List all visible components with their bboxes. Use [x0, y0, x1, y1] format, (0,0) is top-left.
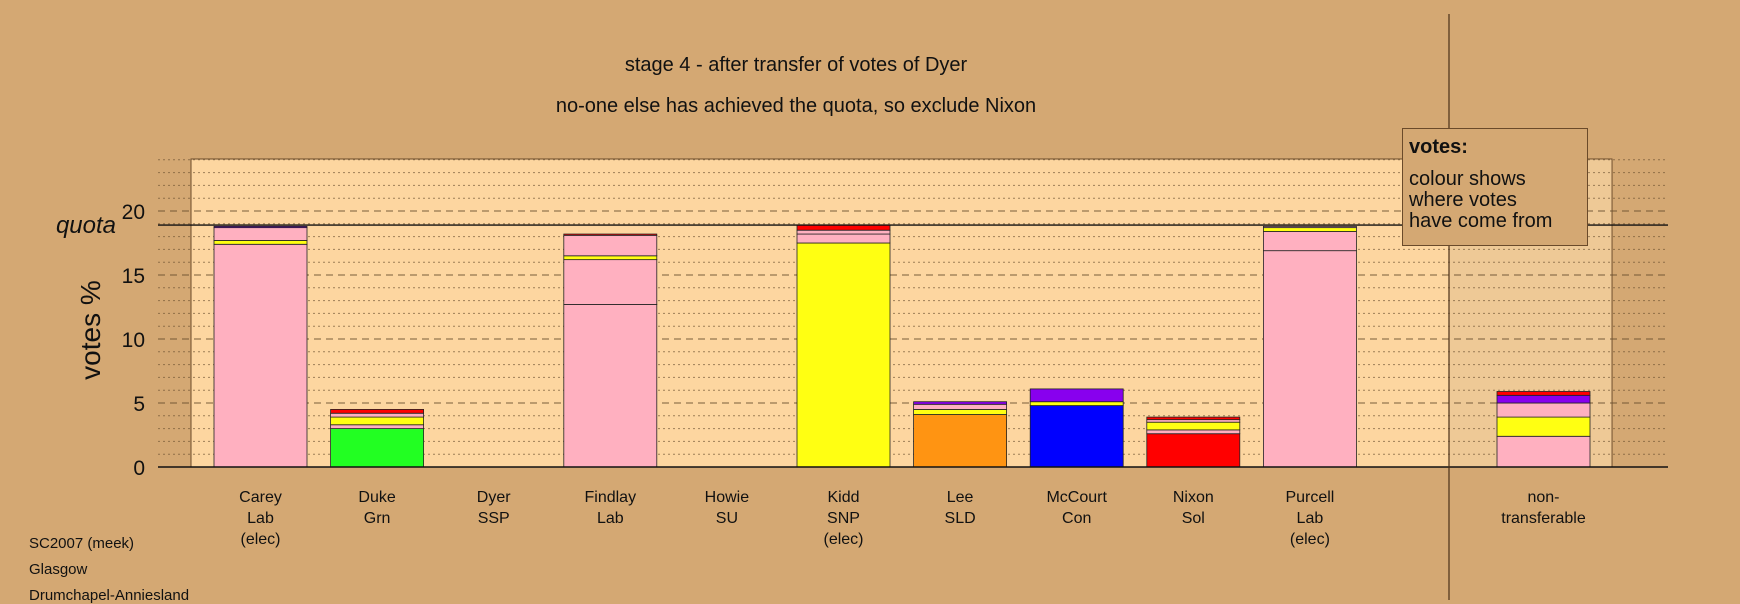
bar-segment: [330, 408, 425, 414]
bar-segment: [1496, 394, 1591, 404]
category-label: (elec): [823, 531, 863, 548]
bar-segment: [563, 234, 658, 257]
bar-segment: [796, 233, 891, 244]
category-label: Nixon: [1173, 489, 1214, 506]
bar-segment: [796, 242, 891, 468]
category-label: transferable: [1501, 510, 1586, 527]
bar-segment: [330, 424, 425, 430]
bar-segment: [1146, 416, 1241, 421]
category-label: Sol: [1182, 510, 1205, 527]
y-tick-label: 20: [122, 201, 145, 224]
footer-election: SC2007 (meek): [29, 535, 135, 552]
bar-segment: [796, 224, 891, 231]
bar-segment: [1146, 429, 1241, 435]
footer-ward: Drumchapel-Anniesland: [29, 587, 190, 604]
legend-title: votes:: [1409, 136, 1468, 158]
bar-segment: [330, 428, 425, 468]
category-label: Lee: [947, 489, 974, 506]
category-label: Carey: [239, 489, 282, 506]
category-label: McCourt: [1046, 489, 1107, 506]
y-axis-label: votes %: [75, 280, 106, 380]
bar-segment: [913, 403, 1007, 410]
legend-text: colour shows where votes have come from: [1409, 168, 1553, 232]
bar-segment: [330, 412, 425, 418]
category-label: Lab: [597, 510, 624, 527]
bar-segment: [1496, 391, 1591, 396]
category-label: Duke: [358, 489, 395, 506]
category-label: non-: [1527, 489, 1559, 506]
category-label: Howie: [705, 489, 750, 506]
bar-segment: [1496, 416, 1591, 437]
plot-area: [190, 158, 1613, 468]
y-tick-label: 10: [122, 329, 145, 352]
bar-segment: [1263, 250, 1357, 468]
bar-segment: [1029, 388, 1124, 403]
category-label: SLD: [945, 510, 976, 527]
bar-segment: [1146, 421, 1241, 431]
bar-segment: [213, 227, 308, 241]
category-label: Grn: [364, 510, 391, 527]
bar-segment: [563, 304, 658, 468]
bar-segment: [1263, 231, 1357, 252]
category-label: Dyer: [477, 489, 511, 506]
category-label: Kidd: [827, 489, 859, 506]
category-label: SU: [716, 510, 738, 527]
y-tick-label: 5: [133, 393, 145, 416]
category-label: (elec): [240, 531, 280, 548]
category-label: SNP: [827, 510, 860, 527]
bar-segment: [1263, 225, 1357, 229]
y-tick-label: 0: [133, 457, 145, 480]
chart-title: stage 4 - after transfer of votes of Dye…: [624, 54, 968, 76]
bar-segment: [563, 233, 658, 236]
bar-segment: [913, 408, 1007, 415]
bar-segment: [563, 255, 658, 261]
bar-segment: [913, 401, 1007, 405]
quota-label: quota: [56, 212, 116, 239]
category-label: (elec): [1290, 531, 1330, 548]
bar-segment: [1029, 401, 1124, 406]
category-label: Con: [1062, 510, 1091, 527]
bar-segment: [796, 229, 891, 235]
bar-segment: [913, 414, 1007, 468]
bar-segment: [1146, 433, 1241, 468]
footer-council: Glasgow: [29, 561, 88, 578]
bar-segment: [1029, 405, 1124, 468]
bar-segment: [213, 240, 308, 245]
bar-segment: [1263, 227, 1357, 232]
bar-segment: [1496, 435, 1591, 468]
bar-segment: [213, 243, 308, 468]
y-tick-label: 15: [122, 265, 145, 288]
category-label: Purcell: [1285, 489, 1334, 506]
category-label: Findlay: [585, 489, 637, 506]
chart-subtitle: no-one else has achieved the quota, so e…: [555, 95, 1037, 117]
category-label: Lab: [247, 510, 274, 527]
bar-segment: [213, 225, 308, 229]
bar-segment: [330, 416, 425, 426]
category-label: SSP: [478, 510, 510, 527]
legend-box: votes: colour shows where votes have com…: [1402, 128, 1588, 246]
category-label: Lab: [1297, 510, 1324, 527]
bar-segment: [563, 259, 658, 305]
bar-segment: [1496, 402, 1591, 418]
